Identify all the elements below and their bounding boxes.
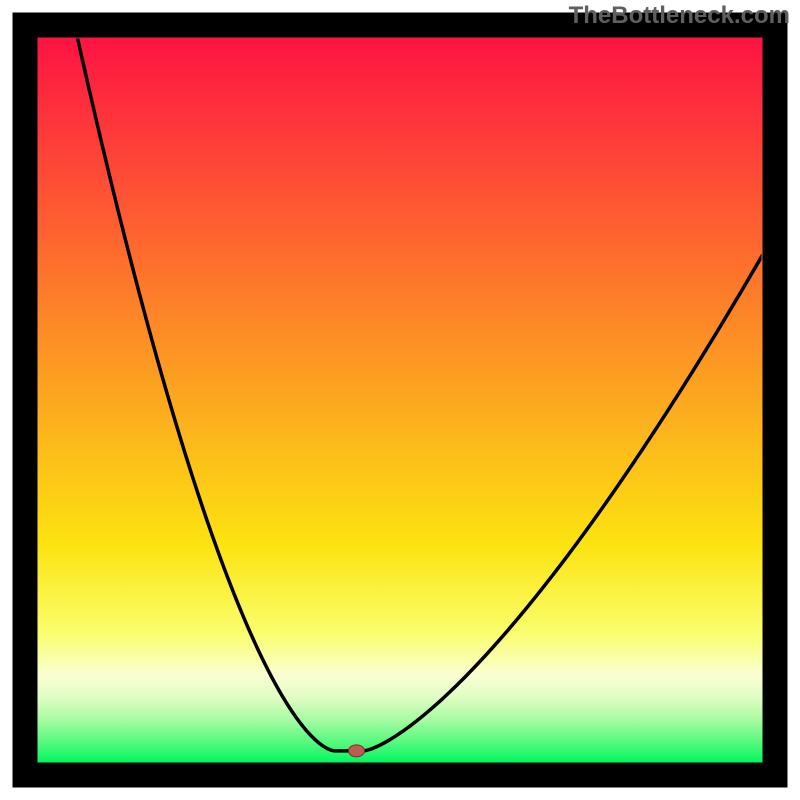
bottleneck-chart-svg	[0, 0, 800, 800]
watermark-text: TheBottleneck.com	[569, 2, 790, 30]
optimal-point-marker	[349, 745, 365, 757]
plot-background-gradient	[38, 38, 763, 763]
bottleneck-chart-container: TheBottleneck.com	[0, 0, 800, 800]
